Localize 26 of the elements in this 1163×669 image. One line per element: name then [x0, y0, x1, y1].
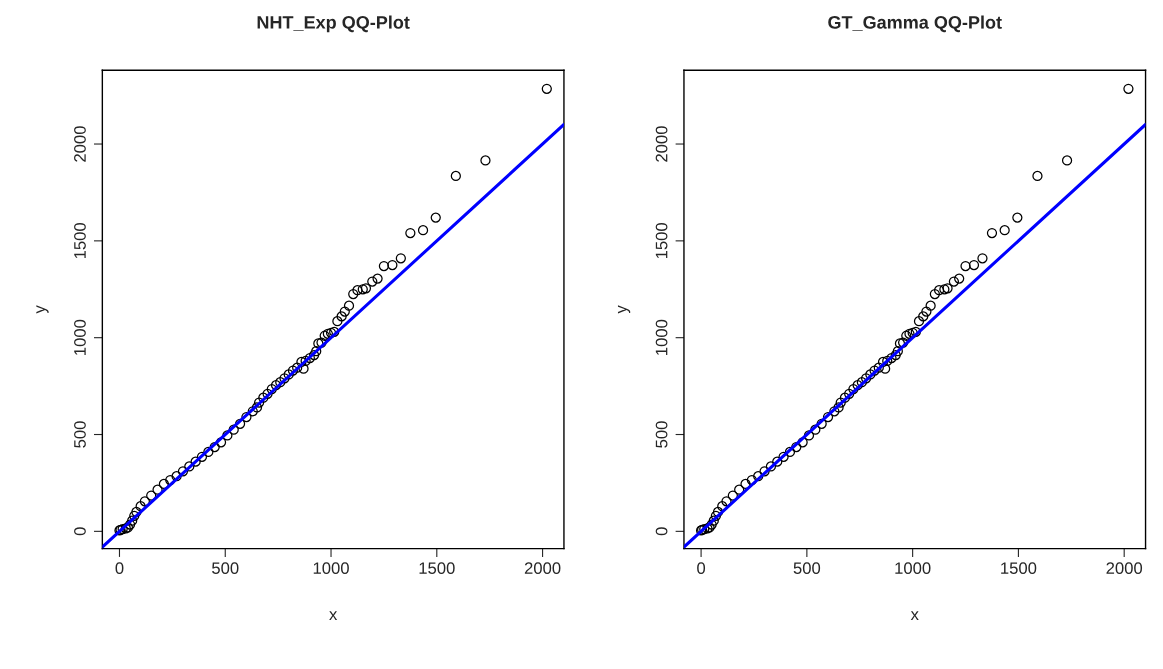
y-tick-label: 0: [74, 527, 86, 536]
x-tick-label: 2000: [524, 562, 561, 575]
y-tick-label: 1000: [74, 319, 86, 355]
x-tick-label: 1500: [419, 562, 455, 575]
x-axis-title: x: [910, 611, 919, 620]
x-tick-label: 2000: [1106, 562, 1143, 575]
x-tick-label: 0: [697, 562, 706, 575]
x-tick-label: 0: [115, 562, 124, 575]
y-tick-label: 500: [74, 421, 86, 448]
y-tick-label: 1000: [655, 319, 668, 355]
y-tick-label: 1500: [74, 222, 86, 259]
y-tick-label: 1500: [655, 222, 668, 259]
y-tick-label: 500: [655, 421, 668, 448]
chart-title: NHT_Exp QQ-Plot: [257, 15, 410, 33]
x-tick-label: 1000: [895, 562, 931, 575]
x-tick-label: 1000: [313, 562, 349, 575]
x-tick-label: 500: [793, 562, 821, 575]
y-axis-title: y: [36, 305, 49, 314]
x-tick-label: 500: [212, 562, 239, 575]
y-tick-label: 2000: [655, 126, 668, 162]
y-axis-title: y: [617, 305, 631, 314]
x-tick-label: 1500: [1001, 562, 1037, 575]
chart-title: GT_Gamma QQ-Plot: [828, 15, 1002, 33]
y-tick-label: 0: [655, 527, 668, 536]
x-axis-title: x: [329, 611, 338, 620]
y-tick-label: 2000: [74, 126, 86, 162]
